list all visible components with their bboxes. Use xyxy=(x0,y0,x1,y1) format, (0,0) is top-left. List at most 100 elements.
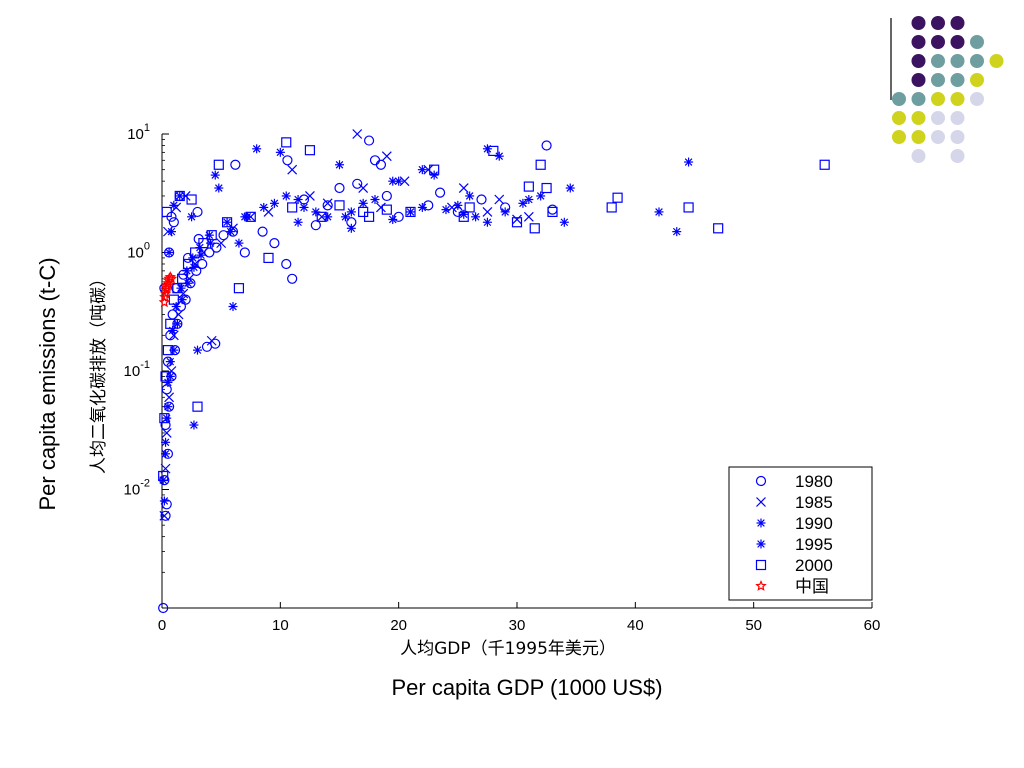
data-point-2000 xyxy=(245,211,256,222)
legend-marker xyxy=(756,539,766,549)
data-point-1990 xyxy=(175,191,185,201)
data-point-1980 xyxy=(287,273,298,284)
data-point-1995 xyxy=(177,295,187,305)
decoration-dot xyxy=(931,111,945,125)
data-point-2000 xyxy=(213,159,224,170)
x-tick-label: 30 xyxy=(509,617,526,634)
y-tick-label: 10-1 xyxy=(124,359,150,380)
decoration-dot xyxy=(931,130,945,144)
decoration-dot xyxy=(950,130,965,144)
data-point-1990 xyxy=(222,217,232,227)
data-point-1990 xyxy=(441,205,451,215)
data-point-2000 xyxy=(316,211,327,222)
data-point-1980 xyxy=(168,217,179,228)
data-point-1985 xyxy=(322,198,333,209)
x-axis-label-chinese: 人均GDP（千1995年美元） xyxy=(400,639,616,659)
legend-label: 2000 xyxy=(795,556,833,575)
data-point-1995 xyxy=(417,202,427,212)
data-point-1995 xyxy=(259,202,269,212)
data-point-1995 xyxy=(500,207,510,217)
data-point-1995 xyxy=(453,200,463,210)
data-point-2000 xyxy=(186,194,197,205)
data-point-1980 xyxy=(204,247,215,258)
data-point-1985 xyxy=(161,428,172,438)
data-point-2000 xyxy=(612,192,623,203)
data-point-1995 xyxy=(161,437,171,447)
data-point-1980 xyxy=(369,155,381,166)
data-point-2000 xyxy=(429,164,440,175)
data-point-2000 xyxy=(683,202,694,213)
data-point-2000 xyxy=(488,145,499,157)
legend: 1980 1985 1990 1995 2000 中国 xyxy=(728,466,873,601)
y-tick-label: 100 xyxy=(127,241,150,262)
data-point-1980 xyxy=(192,206,203,218)
data-point-2000 xyxy=(168,294,179,305)
data-point-1995 xyxy=(189,262,199,272)
decoration-dot xyxy=(911,111,926,125)
decoration-dot xyxy=(931,92,945,106)
legend-marker xyxy=(755,475,767,487)
data-point-1995 xyxy=(234,238,244,248)
decoration-dot xyxy=(931,54,945,68)
data-point-1980 xyxy=(322,200,333,211)
data-point-1980 xyxy=(310,220,321,231)
data-point-1980 xyxy=(541,140,552,151)
data-point-1990 xyxy=(482,217,492,227)
data-point-2000 xyxy=(287,202,298,213)
decoration-dot xyxy=(892,92,906,106)
data-point-1995 xyxy=(482,144,492,154)
data-point-2000 xyxy=(304,145,316,156)
data-point-2000 xyxy=(405,206,416,218)
y-axis-label-chinese: 人均二氧化碳排放（吨碳） xyxy=(89,270,109,474)
data-point-2000 xyxy=(206,230,217,241)
data-point-1990 xyxy=(459,209,469,219)
decoration-dot xyxy=(911,54,926,68)
data-point-1990 xyxy=(171,302,181,312)
data-point-1980 xyxy=(257,226,268,237)
data-point-2000 xyxy=(334,200,345,211)
data-point-2000 xyxy=(160,371,171,382)
data-point-1995 xyxy=(169,200,179,210)
data-point-china xyxy=(165,272,178,284)
data-point-1980 xyxy=(201,341,213,352)
data-point-1985 xyxy=(512,214,522,225)
data-point-1995 xyxy=(429,170,439,180)
data-point-1980 xyxy=(375,159,387,170)
data-point-2000 xyxy=(221,217,233,228)
data-point-1990 xyxy=(465,191,475,201)
data-point-2000 xyxy=(547,206,558,218)
data-point-1980 xyxy=(230,159,241,170)
data-point-2000 xyxy=(174,190,185,202)
data-point-2000 xyxy=(281,137,292,148)
data-point-2000 xyxy=(535,159,546,170)
data-point-1995 xyxy=(226,227,236,237)
data-point-1995 xyxy=(388,176,398,186)
data-point-1990 xyxy=(370,195,380,205)
data-point-1990 xyxy=(346,207,356,217)
data-point-1995 xyxy=(293,195,303,205)
data-point-2000 xyxy=(819,159,830,170)
data-point-1995 xyxy=(340,212,350,222)
decoration-dot xyxy=(931,16,945,30)
data-point-1990 xyxy=(494,151,504,161)
data-point-1990 xyxy=(323,212,333,222)
data-point-1980 xyxy=(218,230,229,241)
data-point-1990 xyxy=(168,325,178,335)
decoration-dot xyxy=(911,35,926,49)
data-point-1990 xyxy=(536,191,546,201)
data-point-1990 xyxy=(299,202,309,212)
data-point-1985 xyxy=(178,288,189,299)
data-point-1995 xyxy=(164,248,174,257)
data-point-1995 xyxy=(358,198,368,208)
decoration-dot xyxy=(950,92,965,106)
legend-marker xyxy=(756,497,766,507)
y-tick-label: 10-2 xyxy=(124,478,150,499)
data-point-1990 xyxy=(189,420,199,430)
data-point-1995 xyxy=(524,195,534,205)
data-point-1990 xyxy=(159,496,169,506)
data-point-2000 xyxy=(358,206,369,218)
x-tick-label: 50 xyxy=(745,617,762,634)
decoration-dot xyxy=(970,35,984,49)
data-point-1995 xyxy=(684,157,694,167)
